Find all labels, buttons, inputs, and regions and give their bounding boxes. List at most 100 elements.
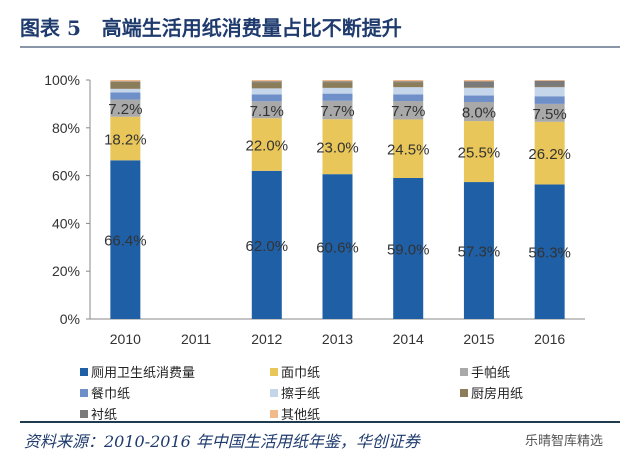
bar-segment — [393, 80, 424, 82]
bar-segment — [534, 80, 565, 81]
chart-title: 图表 5 高端生活用纸消费量占比不断提升 — [20, 16, 402, 40]
bar-segment — [322, 93, 353, 101]
bar-segment — [251, 101, 282, 119]
legend-swatch — [80, 367, 88, 376]
x-tick-label: 2010 — [110, 331, 141, 347]
bar-segment — [393, 94, 424, 102]
legend-swatch — [80, 388, 88, 397]
legend-item: 厕用卫生纸消费量 — [80, 362, 270, 381]
bar-segment — [322, 87, 353, 94]
data-label: 26.2% — [528, 146, 571, 163]
data-label: 7.1% — [250, 103, 284, 120]
bar-segment — [534, 86, 565, 88]
legend-swatch — [270, 388, 278, 397]
legend-item: 其他纸 — [270, 404, 460, 423]
bar-segment — [251, 81, 282, 83]
x-tick-label: 2013 — [322, 331, 353, 347]
bar-segment — [251, 88, 282, 95]
bar-segment — [463, 87, 494, 96]
bar-segment — [393, 119, 424, 178]
bar-segment — [534, 103, 565, 122]
data-label: 18.2% — [104, 132, 147, 149]
bar-segment — [463, 101, 494, 122]
x-tick-label: 2016 — [534, 331, 565, 347]
data-label: 7.7% — [391, 103, 425, 120]
legend: 厕用卫生纸消费量 面巾纸 手帕纸餐巾纸 擦手纸 厨房用纸衬纸 其他纸 — [80, 362, 620, 423]
data-label: 22.0% — [246, 138, 289, 155]
bar-segment — [251, 82, 282, 89]
y-tick-label: 100% — [44, 72, 80, 88]
bar-segment — [110, 116, 141, 161]
bar-segment — [463, 182, 494, 319]
bar-segment — [463, 121, 494, 183]
legend-label: 面巾纸 — [281, 366, 321, 381]
data-label: 62.0% — [246, 238, 289, 255]
bar-segment — [110, 80, 141, 82]
data-label: 66.4% — [104, 233, 147, 250]
legend-swatch — [460, 367, 468, 376]
legend-label: 衬纸 — [91, 408, 118, 423]
bar-segment — [251, 170, 282, 319]
bar-segment — [463, 80, 494, 82]
bar-segment — [393, 87, 424, 95]
bar-segment — [110, 160, 141, 319]
y-tick-label: 80% — [52, 120, 80, 136]
bar-segment — [463, 95, 494, 102]
bar-segment — [322, 174, 353, 319]
legend-item: 餐巾纸 — [80, 383, 270, 402]
bar-segment — [322, 100, 353, 120]
x-tick-label: 2015 — [463, 331, 494, 347]
legend-item: 擦手纸 — [270, 383, 460, 402]
data-label: 60.6% — [316, 240, 359, 257]
source-note: 资料来源：2010-2016 年中国生活用纸年鉴，华创证券 — [24, 432, 420, 451]
bar-segment — [110, 99, 141, 117]
bar-segment — [534, 87, 565, 97]
data-label: 8.0% — [462, 105, 496, 122]
data-label: 59.0% — [387, 241, 430, 258]
data-label: 7.5% — [533, 106, 567, 123]
bar-segment — [534, 184, 565, 319]
legend-label: 餐巾纸 — [91, 387, 131, 402]
legend-swatch — [270, 409, 278, 418]
watermark: 乐晴智库精选 — [525, 434, 604, 449]
bar-segment — [393, 82, 424, 88]
bar-segment — [463, 87, 494, 88]
legend-label: 手帕纸 — [471, 366, 511, 381]
data-label: 7.7% — [320, 103, 354, 120]
data-label: 23.0% — [316, 140, 359, 157]
bar-segment — [251, 94, 282, 102]
y-tick-label: 60% — [52, 168, 80, 184]
data-label: 7.2% — [108, 101, 142, 118]
bar-segment — [393, 101, 424, 120]
bar-segment — [251, 118, 282, 171]
x-tick-label: 2011 — [181, 331, 211, 347]
x-tick-label: 2014 — [393, 331, 424, 347]
bar-segment — [534, 80, 565, 87]
source-divider — [20, 421, 620, 423]
x-tick-label: 2012 — [251, 331, 282, 347]
y-tick-label: 20% — [52, 263, 80, 279]
legend-item: 手帕纸 — [460, 362, 620, 381]
bar-segment — [393, 81, 424, 83]
bar-segment — [322, 119, 353, 175]
title-divider — [20, 46, 620, 48]
bar-segment — [393, 177, 424, 319]
bar-segment — [534, 121, 565, 185]
legend-swatch — [80, 409, 88, 418]
y-tick-label: 0% — [60, 311, 80, 327]
legend-label: 厕用卫生纸消费量 — [91, 366, 196, 381]
legend-swatch — [460, 388, 468, 397]
bar-segment — [322, 80, 353, 82]
legend-item: 衬纸 — [80, 404, 270, 423]
legend-item: 厨房用纸 — [460, 383, 620, 402]
data-label: 24.5% — [387, 142, 430, 159]
bar-segment — [251, 80, 282, 82]
legend-swatch — [270, 367, 278, 376]
bar-segment — [534, 96, 565, 104]
data-label: 56.3% — [528, 245, 571, 262]
bar-segment — [463, 81, 494, 88]
legend-label: 擦手纸 — [281, 387, 321, 402]
stacked-bar-chart: 0% 20% 40% 60% 80% 100% 2010 66.4% 18.2% 7.2% 2011… — [44, 72, 585, 347]
bar-segment — [322, 81, 353, 83]
